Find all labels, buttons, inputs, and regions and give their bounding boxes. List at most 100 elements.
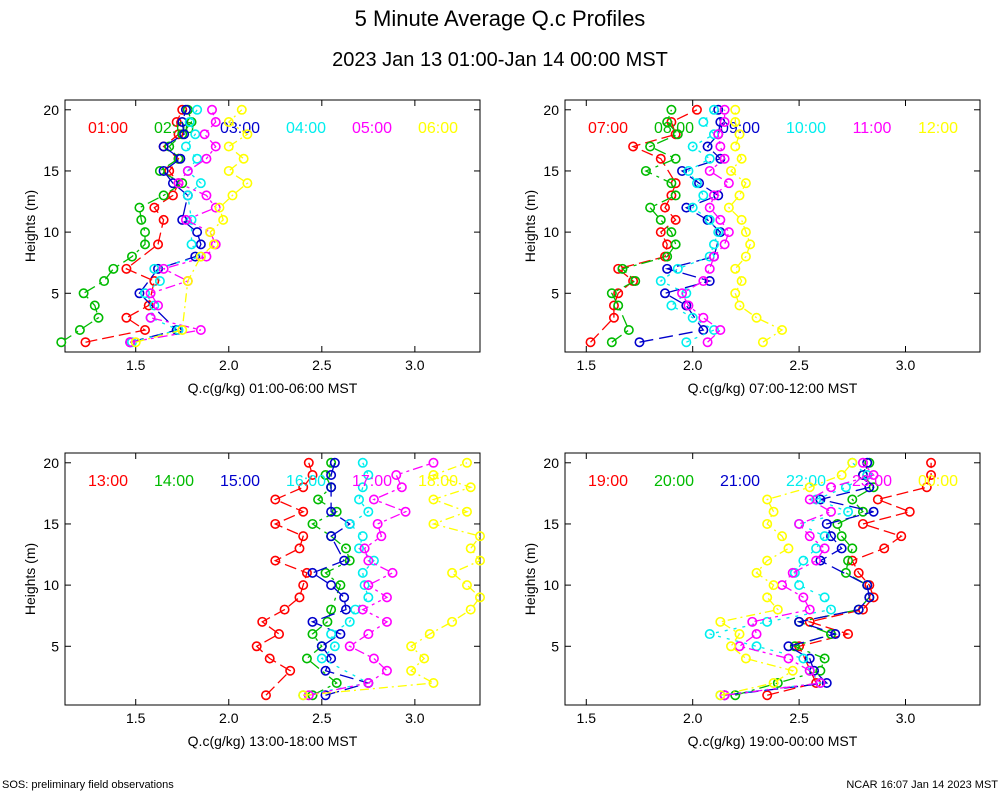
data-point <box>640 165 651 176</box>
data-point <box>719 239 730 250</box>
series-line <box>724 462 875 696</box>
x-tick-label: 3.0 <box>405 710 425 726</box>
series-1600 <box>298 457 379 701</box>
data-point <box>93 312 104 323</box>
data-point <box>926 457 937 468</box>
data-point <box>326 531 337 542</box>
data-point <box>662 117 673 128</box>
y-tick-label: 20 <box>543 102 559 118</box>
series-line <box>767 462 932 696</box>
series-2300 <box>719 457 879 701</box>
data-point <box>747 616 758 627</box>
data-point <box>307 629 318 640</box>
data-point <box>424 629 435 640</box>
data-point <box>857 457 868 468</box>
data-point <box>177 117 188 128</box>
data-point <box>815 665 826 676</box>
x-tick-label: 3.0 <box>405 357 425 373</box>
legend-label: 16:00 <box>286 473 326 490</box>
data-point <box>201 190 212 201</box>
data-point <box>208 239 219 250</box>
data-point <box>354 543 365 554</box>
data-point <box>201 153 212 164</box>
data-point <box>167 178 178 189</box>
data-point <box>242 178 253 189</box>
data-point <box>387 567 398 578</box>
data-point <box>730 141 741 152</box>
data-point <box>357 567 368 578</box>
data-point <box>145 312 156 323</box>
data-point <box>826 604 837 615</box>
panel-1: 1.5 2.0 2.5 3.0 5 10 15 20 Q.c(g/kg) 01:00-06:00… <box>22 99 481 396</box>
legend-label: 13:00 <box>88 473 128 490</box>
data-point <box>285 665 296 676</box>
series-line <box>639 109 722 343</box>
data-point <box>815 677 826 688</box>
data-point <box>687 141 698 152</box>
data-point <box>670 153 681 164</box>
data-point <box>687 312 698 323</box>
data-point <box>339 592 350 603</box>
data-point <box>613 288 624 299</box>
legend-label: 22:00 <box>786 473 826 490</box>
data-point <box>121 263 132 274</box>
data-point <box>666 178 677 189</box>
data-point <box>628 141 639 152</box>
data-point <box>798 555 809 566</box>
series-line <box>65 109 193 341</box>
data-point <box>264 653 275 664</box>
data-point <box>736 276 747 287</box>
series-1100 <box>677 104 734 348</box>
data-point <box>617 263 628 274</box>
panel-2: 1.5 2.0 2.5 3.0 5 10 15 20 Q.c(g/kg) 07:00-12:00… <box>522 99 981 396</box>
data-point <box>359 580 370 591</box>
data-point <box>320 470 331 481</box>
data-point <box>734 641 745 652</box>
data-point <box>326 457 337 468</box>
data-point <box>847 494 858 505</box>
data-point <box>804 494 815 505</box>
data-point <box>794 616 805 627</box>
data-point <box>821 677 832 688</box>
data-point <box>89 300 100 311</box>
data-point <box>192 104 203 115</box>
data-point <box>719 117 730 128</box>
data-point <box>853 604 864 615</box>
data-point <box>623 324 634 335</box>
data-point <box>670 214 681 225</box>
plot-frame <box>64 99 481 353</box>
data-point <box>698 117 709 128</box>
data-point <box>815 555 826 566</box>
data-point <box>655 276 666 287</box>
data-point <box>381 592 392 603</box>
data-point <box>303 457 314 468</box>
data-point <box>140 227 151 238</box>
legend-label: 04:00 <box>286 120 326 137</box>
data-point <box>136 214 147 225</box>
legend-label: 06:00 <box>418 120 458 137</box>
data-point <box>335 580 346 591</box>
data-point <box>354 494 365 505</box>
series-line <box>303 462 375 696</box>
legend-label: 05:00 <box>352 120 392 137</box>
data-point <box>307 470 318 481</box>
data-point <box>691 178 702 189</box>
y-axis-label: Heights (m) <box>522 543 538 615</box>
data-point <box>298 580 309 591</box>
data-point <box>210 117 221 128</box>
data-point <box>134 202 145 213</box>
x-tick-label: 2.0 <box>219 710 239 726</box>
data-point <box>363 470 374 481</box>
data-point <box>666 104 677 115</box>
data-point <box>298 690 309 701</box>
x-tick-label: 2.5 <box>312 710 332 726</box>
data-point <box>730 104 741 115</box>
data-point <box>260 690 271 701</box>
data-point <box>223 141 234 152</box>
x-tick-label: 2.0 <box>683 357 703 373</box>
data-point <box>794 580 805 591</box>
data-point <box>177 214 188 225</box>
data-point <box>474 555 485 566</box>
data-point <box>428 457 439 468</box>
series-line <box>659 109 719 343</box>
